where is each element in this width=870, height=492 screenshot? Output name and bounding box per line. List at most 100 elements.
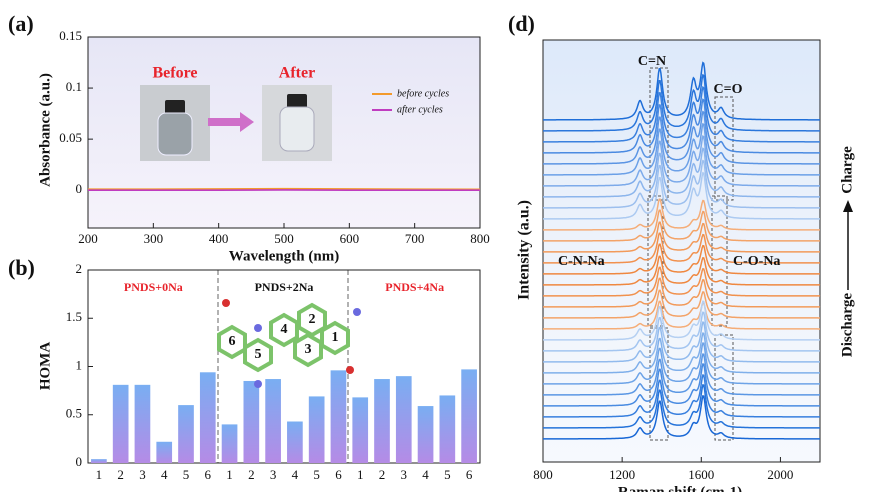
x-tick-label: 800 [470,231,490,246]
spectrum [543,342,820,385]
bar [352,397,369,463]
plot-area [542,39,821,463]
bar [461,369,477,463]
annotation: C-O-Na [733,254,780,269]
y-tick-label: 0.5 [66,406,82,421]
spectrum [543,232,820,264]
x-tick-label: 1 [96,467,103,482]
bar [439,395,456,463]
spectrum [543,171,820,220]
bar [287,421,303,463]
x-tick-label: 500 [274,231,294,246]
spectrum [543,383,820,429]
annotation: C=N [638,54,666,69]
x-tick-label: 1 [357,467,364,482]
photo-label: Before [152,65,197,82]
ring-label: 1 [332,330,339,345]
group-label: PNDS+0Na [124,280,183,294]
spectrum [543,243,820,275]
x-tick-label: 6 [205,467,212,482]
x-tick-label: 3 [139,467,146,482]
x-tick-label: 5 [313,467,320,482]
x-tick-label: 200 [78,231,98,246]
spectrum [543,209,820,242]
bar [112,384,129,463]
ring-label: 5 [255,347,262,362]
x-tick-label: 1 [226,467,233,482]
x-tick-label: 4 [422,467,429,482]
bar [417,406,434,463]
x-tick-label: 700 [405,231,425,246]
atom [353,308,361,316]
y-axis-label: HOMA [37,342,53,390]
x-tick-label: 2000 [767,467,793,482]
spectrum [543,311,820,352]
x-tick-label: 4 [161,467,168,482]
bar [330,370,347,463]
x-tick-label: 1200 [609,467,635,482]
spectrum [543,300,820,341]
x-tick-label: 400 [209,231,229,246]
bar [221,424,238,463]
atom [222,299,230,307]
bar [134,384,151,463]
x-tick-label: 6 [335,467,342,482]
y-tick-label: 0.1 [66,79,82,94]
photos [140,85,332,161]
x-axis-label: Wavelength (nm) [229,248,339,264]
legend-label: after cycles [397,104,443,115]
x-tick-label: 4 [292,467,299,482]
ring [217,324,247,360]
legend-label: before cycles [397,88,449,99]
ring-label: 6 [229,334,236,349]
spectrum [543,394,820,440]
x-tick-label: 5 [183,467,190,482]
atom [346,366,354,374]
spectrum [543,255,821,286]
atom [254,380,262,388]
spectrum [543,147,820,198]
spectrum [543,135,820,187]
ring-label: 4 [281,322,288,337]
y-tick-label: 0.05 [59,130,82,145]
ring-label: 2 [309,312,316,327]
bar [91,459,107,463]
spectrum [543,266,821,297]
spectrum [543,73,820,132]
x-tick-label: 3 [401,467,408,482]
bar [243,380,260,463]
group-label: PNDS+4Na [385,280,444,294]
x-tick-label: 6 [466,467,473,482]
y-tick-label: 0.15 [59,28,82,43]
y-axis-label: Absorbance (a.u.) [37,73,53,187]
bar [265,379,281,463]
panel-label: (b) [8,255,35,280]
y-tick-label: 2 [76,261,83,276]
spectrum [543,353,820,396]
spectrum [543,85,820,143]
ring [269,312,299,348]
panel-label: (d) [508,11,535,36]
side-label: Discharge [839,293,855,357]
annotation: C-N-Na [558,254,605,269]
group-label: PNDS+2Na [255,280,314,294]
spectrum [543,374,820,418]
bar [374,379,390,463]
spectrum [543,289,820,319]
x-axis-label: Raman shift (cm-1) [618,484,742,492]
x-tick-label: 3 [270,467,277,482]
spectrum [543,110,820,165]
x-tick-label: 600 [340,231,360,246]
y-tick-label: 0 [76,181,83,196]
annotation: C=O [714,82,743,97]
y-tick-label: 0 [76,454,83,469]
spectrum [543,221,820,253]
bar [199,372,216,463]
spectrum [543,122,820,176]
side-label: Charge [839,146,855,194]
x-tick-label: 2 [117,467,124,482]
x-tick-label: 2 [248,467,255,482]
bar [178,405,194,463]
spectrum [543,61,820,121]
x-tick-label: 5 [444,467,451,482]
